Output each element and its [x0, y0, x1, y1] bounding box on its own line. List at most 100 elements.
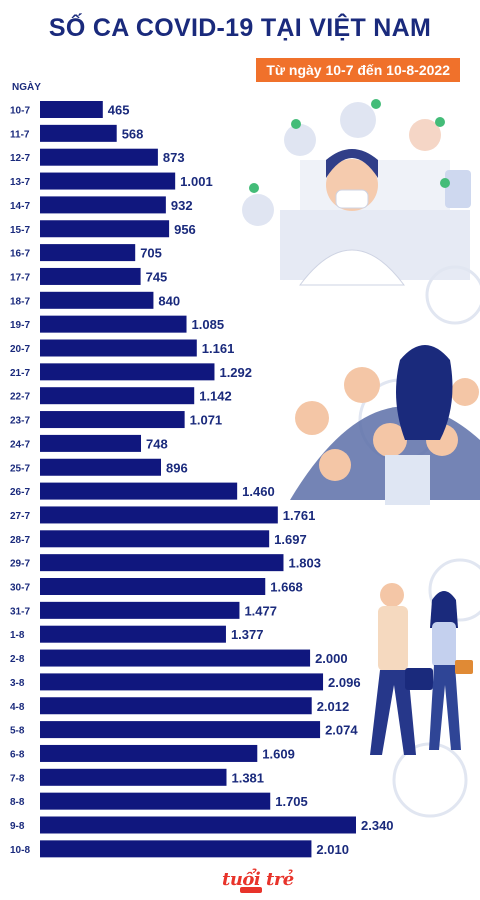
bar — [40, 530, 270, 548]
category-label: 4-8 — [10, 702, 25, 713]
date-range-badge: Từ ngày 10-7 đến 10-8-2022 — [256, 58, 460, 82]
category-label: 30-7 — [10, 583, 30, 594]
value-label: 873 — [163, 150, 185, 165]
bar — [40, 458, 161, 476]
bar — [40, 649, 311, 667]
value-label: 2.012 — [317, 699, 350, 714]
bar — [40, 792, 271, 810]
value-label: 2.010 — [316, 842, 349, 857]
value-label: 1.609 — [262, 746, 295, 761]
value-label: 748 — [146, 436, 168, 451]
value-label: 2.096 — [328, 675, 361, 690]
bar — [40, 172, 176, 190]
value-label: 1.377 — [231, 627, 264, 642]
bar — [40, 220, 170, 238]
value-label: 1.761 — [283, 508, 316, 523]
bar — [40, 840, 312, 858]
value-label: 1.477 — [244, 603, 277, 618]
value-label: 568 — [122, 126, 144, 141]
category-label: 10-7 — [10, 106, 30, 117]
bar — [40, 315, 187, 333]
category-label: 2-8 — [10, 654, 25, 665]
bar — [40, 601, 240, 619]
category-label: 5-8 — [10, 726, 25, 737]
value-label: 2.340 — [361, 818, 394, 833]
category-label: 28-7 — [10, 535, 30, 546]
value-label: 1.292 — [219, 365, 252, 380]
value-label: 1.161 — [202, 341, 235, 356]
logo-underline — [240, 887, 262, 893]
value-label: 1.460 — [242, 484, 275, 499]
bar — [40, 291, 154, 309]
category-label: 22-7 — [10, 392, 30, 403]
category-label: 19-7 — [10, 320, 30, 331]
value-label: 1.085 — [192, 317, 225, 332]
bar — [40, 506, 278, 524]
bar — [40, 339, 197, 357]
bar — [40, 578, 266, 595]
value-label: 932 — [171, 198, 193, 213]
bar — [40, 744, 258, 762]
category-label: 16-7 — [10, 249, 30, 260]
value-label: 1.071 — [190, 413, 223, 428]
value-label: 1.142 — [199, 389, 232, 404]
category-label: 3-8 — [10, 678, 25, 689]
value-label: 2.074 — [325, 723, 358, 738]
tuoi-tre-logo: tuổi trẻ — [222, 869, 294, 890]
category-label: 8-8 — [10, 797, 25, 808]
category-label: 24-7 — [10, 439, 30, 450]
value-label: 465 — [108, 103, 130, 118]
value-label: 1.705 — [275, 794, 308, 809]
bar — [40, 625, 226, 643]
bar — [40, 267, 141, 285]
value-label: 1.001 — [180, 174, 213, 189]
category-label: 23-7 — [10, 416, 30, 427]
category-label: 18-7 — [10, 296, 30, 307]
bar — [40, 816, 356, 834]
category-label: 27-7 — [10, 511, 30, 522]
category-label: 1-8 — [10, 630, 25, 641]
bar — [40, 434, 142, 452]
category-label: 29-7 — [10, 559, 30, 570]
page-title: SỐ CA COVID-19 TẠI VIỆT NAM — [48, 14, 432, 42]
value-label: 1.381 — [231, 770, 264, 785]
value-label: 705 — [140, 246, 162, 261]
value-label: 1.697 — [274, 532, 307, 547]
bar — [40, 101, 103, 118]
category-label: 14-7 — [10, 201, 30, 212]
bar — [40, 482, 238, 500]
category-label: 17-7 — [10, 272, 30, 283]
category-label: 26-7 — [10, 487, 30, 498]
category-label: 7-8 — [10, 773, 25, 784]
value-label: 840 — [158, 293, 180, 308]
bar — [40, 554, 284, 572]
bar — [40, 244, 136, 262]
value-label: 896 — [166, 460, 188, 475]
bar — [40, 721, 321, 739]
bar — [40, 363, 215, 381]
axis-label-ngay: NGÀY — [12, 82, 41, 93]
value-label: 2.000 — [315, 651, 348, 666]
category-label: 25-7 — [10, 463, 30, 474]
category-label: 11-7 — [10, 129, 30, 140]
value-label: 1.668 — [270, 580, 303, 595]
category-label: 9-8 — [10, 821, 25, 832]
category-label: 6-8 — [10, 749, 25, 760]
category-label: 10-8 — [10, 845, 30, 856]
bar — [40, 196, 166, 214]
category-label: 12-7 — [10, 153, 30, 164]
value-label: 956 — [174, 222, 196, 237]
bar — [40, 148, 158, 166]
bar — [40, 411, 185, 429]
bar — [40, 673, 324, 691]
category-label: 20-7 — [10, 344, 30, 355]
bar — [40, 768, 227, 786]
category-label: 21-7 — [10, 368, 30, 379]
bar — [40, 387, 195, 405]
value-label: 1.803 — [288, 556, 321, 571]
bar — [40, 124, 117, 142]
category-label: 13-7 — [10, 177, 30, 188]
category-label: 15-7 — [10, 225, 30, 236]
